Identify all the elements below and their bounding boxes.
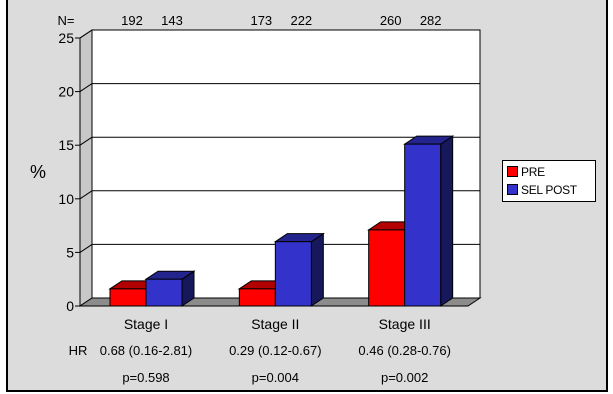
legend-swatch-sel-post: [507, 184, 518, 196]
gridline-side-25: [79, 29, 93, 39]
gridline-side-5: [79, 243, 93, 253]
x-category-label-2: Stage II: [251, 316, 299, 332]
legend-label-sel-post: SEL POST: [521, 183, 577, 197]
n-label: N=: [58, 13, 75, 28]
p-value-1: p=0.598: [122, 370, 169, 385]
hr-label: HR: [69, 343, 88, 358]
legend-item-sel-post: SEL POST: [507, 182, 577, 198]
hr-value-1: 0.68 (0.16-2.81): [100, 343, 193, 358]
gridline-side-10: [79, 190, 93, 200]
hr-value-2: 0.29 (0.12-0.67): [229, 343, 322, 358]
x-category-label-3: Stage III: [379, 316, 431, 332]
bar-sel-post-3-front: [404, 143, 442, 307]
n-value-sel-post-3: 282: [420, 13, 442, 28]
plot-side-wall: [79, 29, 93, 307]
y-tick-label-25: 25: [58, 30, 74, 46]
bar-sel-post-1: [144, 270, 196, 307]
bar-pre-3-front: [368, 229, 406, 307]
y-tick-label-20: 20: [58, 84, 74, 100]
bar-pre-2-front: [238, 288, 276, 307]
y-axis-label: %: [30, 162, 46, 182]
x-category-label-1: Stage I: [124, 316, 168, 332]
y-tick-label-15: 15: [58, 137, 74, 153]
bar-sel-post-3: [403, 135, 455, 307]
n-value-sel-post-2: 222: [290, 13, 312, 28]
bar-sel-post-3-side: [440, 135, 454, 307]
n-value-pre-2: 173: [250, 13, 272, 28]
n-value-pre-3: 260: [380, 13, 402, 28]
legend: PRE SEL POST: [502, 160, 596, 202]
p-value-2: p=0.004: [252, 370, 299, 385]
legend-item-pre: PRE: [507, 164, 545, 180]
gridline-side-20: [79, 83, 93, 93]
p-value-3: p=0.002: [381, 370, 428, 385]
y-tick-label-5: 5: [66, 244, 74, 260]
n-value-pre-1: 192: [121, 13, 143, 28]
bar-sel-post-2-front: [274, 241, 312, 307]
y-tick-label-0: 0: [66, 298, 74, 314]
legend-label-pre: PRE: [521, 165, 545, 179]
bar-sel-post-2: [273, 232, 325, 307]
bar-sel-post-2-side: [310, 232, 324, 307]
n-value-sel-post-1: 143: [161, 13, 183, 28]
bar-sel-post-1-front: [145, 278, 183, 307]
bar-pre-1-front: [109, 288, 147, 307]
y-tick-label-10: 10: [58, 191, 74, 207]
legend-swatch-pre: [507, 166, 518, 178]
hr-value-3: 0.46 (0.28-0.76): [358, 343, 451, 358]
gridline-side-15: [79, 136, 93, 146]
